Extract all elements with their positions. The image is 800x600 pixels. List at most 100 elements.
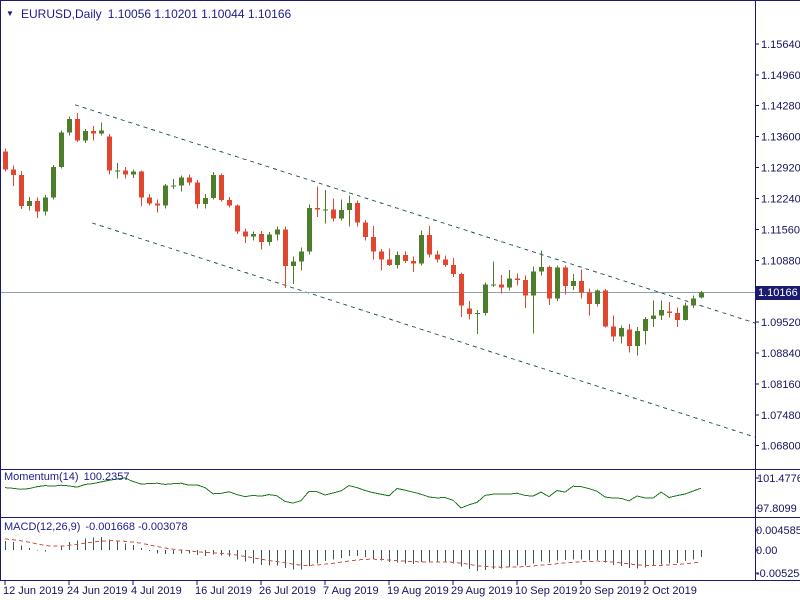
time-tick-label: 12 Jun 2019 <box>3 585 64 597</box>
macd-tick-label: 0.004585 <box>756 525 800 537</box>
candle <box>547 267 552 299</box>
candle <box>155 203 160 206</box>
candle <box>299 251 304 262</box>
candle <box>99 130 104 134</box>
time-tick-label: 10 Sep 2019 <box>515 585 577 597</box>
candle <box>387 259 392 265</box>
candle <box>507 278 512 288</box>
price-axis[interactable]: 1.15640 1.14960 1.14280 1.13600 1.12920 1.122… <box>755 39 800 580</box>
candle <box>347 203 352 210</box>
macd-pane[interactable] <box>4 536 702 571</box>
candle <box>491 284 496 286</box>
candle <box>403 254 408 262</box>
candle <box>435 254 440 260</box>
chart-title: EURUSD,Daily 1.10056 1.10201 1.10044 1.10… <box>21 7 297 21</box>
macd-tick-label: -0.005254 <box>756 568 800 580</box>
time-tick-label: 29 Aug 2019 <box>451 585 513 597</box>
price-tick-label: 1.09520 <box>761 317 800 329</box>
candle <box>211 174 216 198</box>
candle <box>499 284 504 288</box>
candle <box>459 273 464 306</box>
candle <box>371 237 376 252</box>
macd-indicator-label: MACD(12,26,9) -0.001668 -0.003078 <box>4 521 193 533</box>
channel-upper-trendline[interactable] <box>74 104 756 324</box>
candle <box>467 308 472 314</box>
pane-borders <box>0 0 800 581</box>
momentum-pane[interactable] <box>4 477 702 509</box>
candle <box>123 170 128 175</box>
candle <box>611 326 616 337</box>
candle <box>651 315 656 319</box>
candle <box>411 261 416 264</box>
candle <box>643 318 648 332</box>
price-tick-label: 1.12240 <box>761 193 800 205</box>
momentum-line <box>4 477 702 509</box>
candle <box>539 267 544 272</box>
candle <box>267 234 272 243</box>
candle <box>659 309 664 316</box>
candle <box>11 169 16 175</box>
candle <box>219 174 224 200</box>
time-tick-label: 16 Jul 2019 <box>195 585 252 597</box>
momentum-value: 100.2357 <box>83 471 130 483</box>
price-tick-label: 1.10880 <box>761 255 800 267</box>
main-pane[interactable] <box>0 104 756 438</box>
price-tick-label: 1.14960 <box>761 70 800 82</box>
macd-name: MACD(12,26,9) <box>4 521 81 533</box>
momentum-tick-label: 97.8099 <box>757 503 797 515</box>
candle <box>75 118 80 141</box>
candle <box>131 171 136 175</box>
candle <box>595 290 600 304</box>
candle <box>187 177 192 183</box>
candle <box>3 151 8 170</box>
price-tick-label: 1.14280 <box>761 101 800 113</box>
candle <box>235 205 240 232</box>
macd-tick-label: 0.00 <box>756 545 777 557</box>
candle <box>395 254 400 265</box>
candle <box>619 328 624 337</box>
candle <box>19 174 24 207</box>
time-tick-label: 7 Aug 2019 <box>323 585 379 597</box>
candle <box>171 185 176 187</box>
time-tick-label: 24 Jun 2019 <box>67 585 128 597</box>
candle <box>355 203 360 223</box>
time-tick-label: 20 Sep 2019 <box>579 585 641 597</box>
candle <box>363 222 368 238</box>
candle <box>603 290 608 327</box>
candle <box>195 182 200 204</box>
price-tick-label: 1.08160 <box>761 379 800 391</box>
time-tick-label: 26 Jul 2019 <box>259 585 316 597</box>
candle <box>667 311 672 313</box>
candle <box>283 229 288 267</box>
chart-ohlc-values: 1.10056 1.10201 1.10044 1.10166 <box>107 7 292 21</box>
candle <box>323 209 328 211</box>
candle <box>579 281 584 293</box>
candle <box>483 284 488 313</box>
current-price-badge: 1.10166 <box>755 286 800 300</box>
candle <box>251 233 256 237</box>
price-tick-label: 1.12920 <box>761 163 800 175</box>
candle <box>683 305 688 320</box>
candle <box>27 201 32 207</box>
price-tick-label: 1.15640 <box>761 39 800 51</box>
candle <box>379 251 384 260</box>
price-tick-label: 1.13600 <box>761 132 800 144</box>
price-tick-label: 1.11560 <box>761 224 800 236</box>
candle <box>443 259 448 265</box>
candle <box>227 199 232 206</box>
candle <box>179 177 184 186</box>
momentum-name: Momentum(14) <box>4 471 79 483</box>
candle <box>275 229 280 235</box>
candle <box>115 170 120 172</box>
candle <box>419 234 424 264</box>
candle <box>571 281 576 287</box>
candle <box>555 267 560 299</box>
symbol-dropdown-arrow-icon[interactable]: ▼ <box>6 9 14 18</box>
candle <box>451 264 456 274</box>
candle <box>35 201 40 212</box>
candle <box>107 136 112 171</box>
time-axis[interactable]: 12 Jun 2019 24 Jun 2019 4 Jul 2019 16 Jul 2… <box>3 581 697 597</box>
candle <box>43 197 48 212</box>
